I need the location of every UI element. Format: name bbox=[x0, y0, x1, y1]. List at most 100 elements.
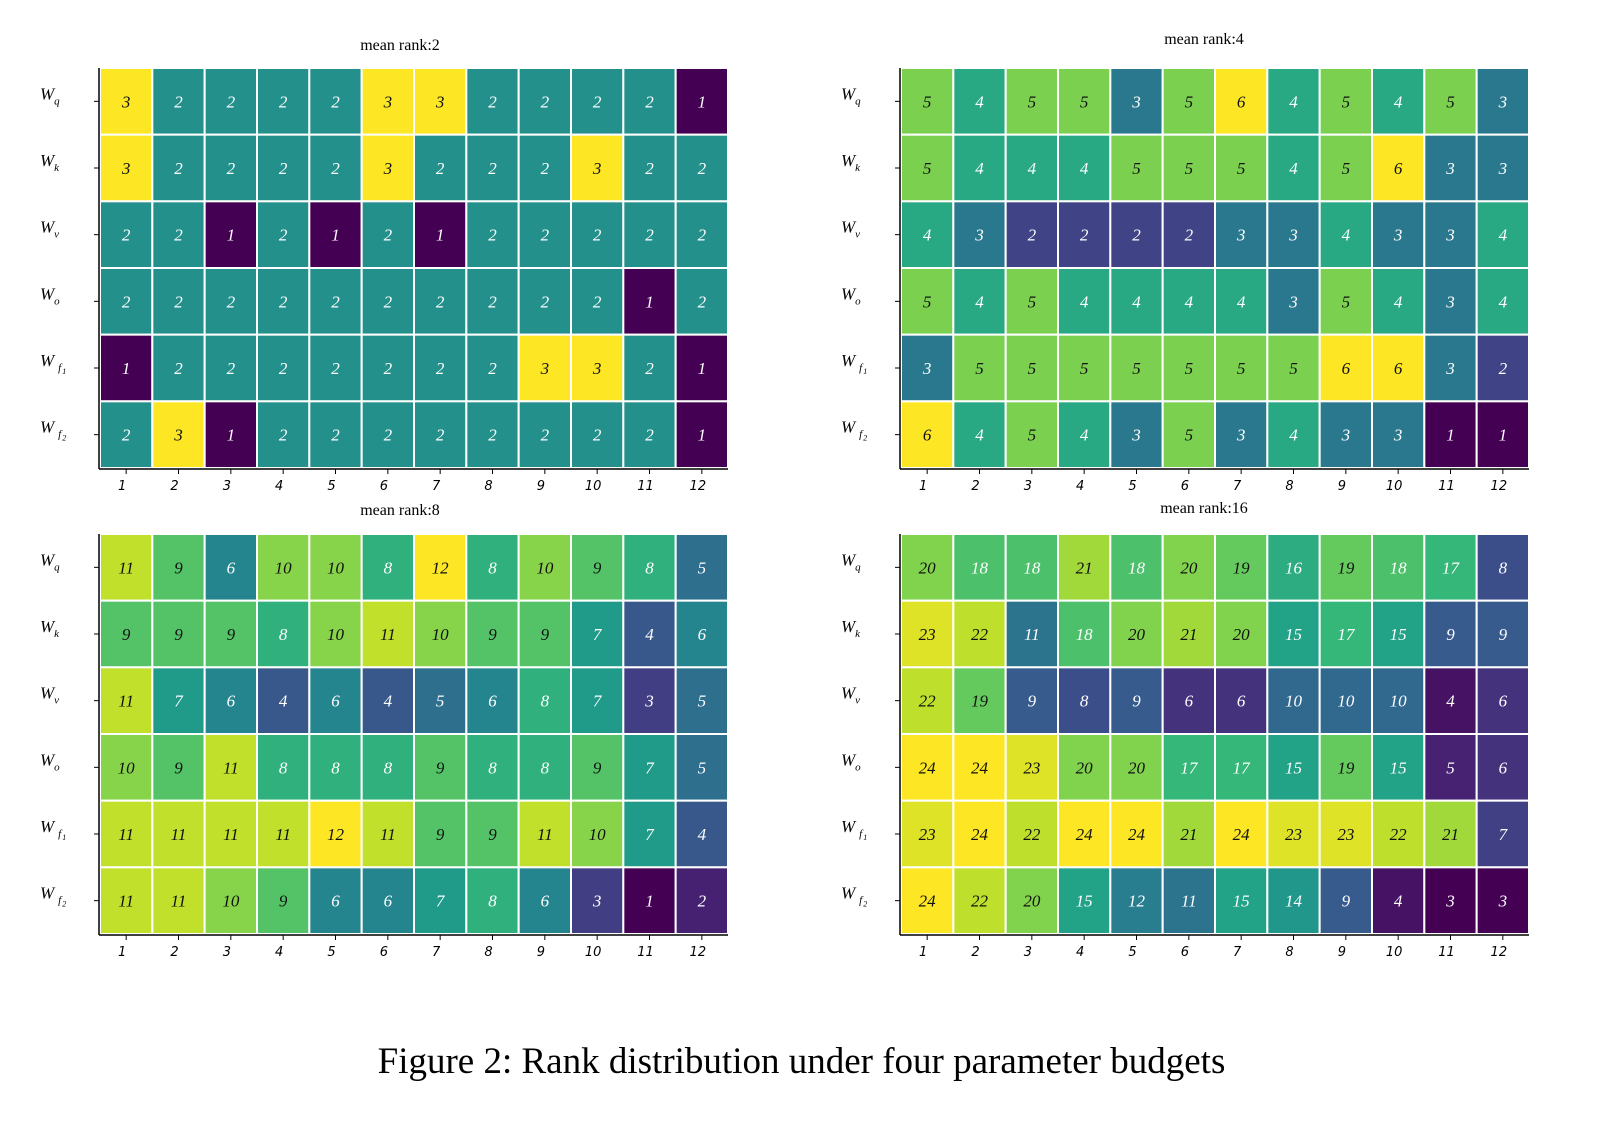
cell-value-label: 9 bbox=[122, 625, 131, 644]
heatmap-cell bbox=[1371, 267, 1426, 336]
heatmap-cell bbox=[360, 400, 415, 470]
heatmap-cell bbox=[360, 67, 415, 136]
heatmap-cell bbox=[203, 866, 259, 935]
x-tick-label: 7 bbox=[432, 945, 441, 960]
heatmap-cell bbox=[465, 400, 520, 470]
cell-value-label: 2 bbox=[488, 426, 497, 445]
cell-value-label: 15 bbox=[1285, 758, 1302, 777]
row-label: Wq bbox=[40, 550, 60, 573]
heatmap-cell bbox=[1057, 866, 1112, 935]
cell-value-label: 4 bbox=[1080, 292, 1089, 311]
heatmap-cell bbox=[1475, 333, 1530, 403]
cell-value-label: 5 bbox=[1080, 359, 1089, 378]
heatmap-cell bbox=[465, 67, 520, 136]
cell-value-label: 1 bbox=[698, 92, 707, 111]
cell-value-label: 4 bbox=[1185, 292, 1194, 311]
cell-value-label: 2 bbox=[1080, 226, 1089, 245]
cell-value-label: 23 bbox=[919, 625, 936, 644]
cell-value-label: 21 bbox=[1180, 625, 1197, 644]
cell-value-label: 23 bbox=[1023, 758, 1040, 777]
heatmap-cell bbox=[465, 599, 520, 669]
heatmap-cell bbox=[952, 599, 1007, 669]
heatmap-panel-mean-rank-2: mean rank:23 2 2 2 2 3 3 2 2 2 2 13 2 2 2 2 3 2 2 2 3 2 22 2 1 2 1… bbox=[40, 37, 730, 494]
x-tick-label: 2 bbox=[971, 479, 979, 494]
cell-value-label: 2 bbox=[698, 292, 707, 311]
heatmap-cell bbox=[1161, 400, 1216, 470]
cell-value-label: 4 bbox=[1394, 892, 1403, 911]
heatmap-cell bbox=[1214, 400, 1269, 470]
cell-value-label: 2 bbox=[122, 292, 131, 311]
cell-value-label: 3 bbox=[1445, 359, 1455, 378]
heatmap-cell bbox=[1214, 333, 1269, 403]
cell-value-label: 10 bbox=[1337, 692, 1355, 711]
cell-value-label: 4 bbox=[975, 292, 984, 311]
row-label: Wq bbox=[841, 550, 861, 573]
heatmap-cell bbox=[1004, 599, 1060, 669]
heatmap-cell bbox=[674, 599, 730, 669]
x-tick-label: 10 bbox=[585, 945, 602, 960]
heatmap-cell bbox=[674, 200, 730, 269]
cell-value-label: 8 bbox=[488, 758, 497, 777]
cell-value-label: 2 bbox=[174, 292, 183, 311]
x-tick-label: 12 bbox=[690, 945, 707, 960]
cell-value-label: 14 bbox=[1285, 892, 1303, 911]
x-tick-label: 1 bbox=[118, 479, 126, 494]
cell-value-label: 2 bbox=[645, 92, 654, 111]
cell-value-label: 11 bbox=[1024, 625, 1040, 644]
cell-value-label: 4 bbox=[1028, 159, 1037, 178]
heatmap-panel-mean-rank-4: mean rank:4 5 4 5 5 3 5 6 4 5 4 5 3 5 4 4 4 5 5 5 4 5 6 3 3 4 3 2 2 2… bbox=[841, 31, 1530, 494]
heatmap-cell bbox=[674, 67, 730, 136]
chart-title: mean rank:4 bbox=[1164, 31, 1244, 48]
heatmap-cell bbox=[308, 133, 363, 203]
cell-value-label: 22 bbox=[1023, 825, 1041, 844]
cell-value-label: 5 bbox=[698, 758, 707, 777]
cell-value-label: 11 bbox=[118, 692, 134, 711]
row-label: Wk bbox=[841, 151, 861, 174]
heatmap-cell bbox=[308, 666, 363, 735]
cell-value-label: 11 bbox=[380, 825, 396, 844]
heatmap-cell bbox=[1109, 333, 1164, 403]
cell-value-label: 10 bbox=[536, 558, 554, 577]
heatmap-cell bbox=[1266, 666, 1321, 735]
cell-value-label: 18 bbox=[1390, 558, 1408, 577]
x-tick-label: 5 bbox=[1128, 479, 1136, 494]
cell-value-label: 4 bbox=[1446, 692, 1455, 711]
heatmap-cell bbox=[952, 533, 1007, 602]
cell-value-label: 4 bbox=[279, 692, 288, 711]
heatmap-cell bbox=[360, 533, 415, 602]
cell-value-label: 1 bbox=[698, 426, 707, 445]
cell-value-label: 2 bbox=[279, 292, 288, 311]
cell-value-label: 4 bbox=[1499, 292, 1508, 311]
cell-value-label: 7 bbox=[593, 692, 603, 711]
heatmap-cell bbox=[1214, 799, 1269, 869]
cell-value-label: 5 bbox=[1342, 159, 1351, 178]
heatmap-cell bbox=[1057, 67, 1112, 136]
x-tick-label: 10 bbox=[585, 479, 602, 494]
cell-value-label: 2 bbox=[122, 426, 131, 445]
heatmap-cell bbox=[1475, 267, 1530, 336]
cell-value-label: 4 bbox=[1394, 292, 1403, 311]
cell-value-label: 2 bbox=[541, 226, 550, 245]
heatmap-cell bbox=[1004, 400, 1060, 470]
x-tick-label: 11 bbox=[1438, 945, 1455, 960]
cell-value-label: 5 bbox=[923, 159, 932, 178]
cell-value-label: 2 bbox=[279, 359, 288, 378]
cell-value-label: 10 bbox=[589, 825, 607, 844]
cell-value-label: 2 bbox=[645, 159, 654, 178]
x-tick-label: 4 bbox=[1076, 479, 1084, 494]
cell-value-label: 6 bbox=[1342, 359, 1351, 378]
heatmap-cell bbox=[1057, 733, 1112, 802]
cell-value-label: 2 bbox=[593, 226, 602, 245]
cell-value-label: 22 bbox=[971, 892, 989, 911]
heatmap-cell bbox=[900, 133, 955, 203]
cell-value-label: 3 bbox=[383, 92, 393, 111]
cell-value-label: 2 bbox=[1185, 226, 1194, 245]
heatmap-cell bbox=[1057, 533, 1112, 602]
heatmap-cell bbox=[1161, 67, 1216, 136]
cell-value-label: 3 bbox=[1288, 226, 1298, 245]
cell-value-label: 2 bbox=[436, 292, 445, 311]
x-tick-label: 8 bbox=[1285, 479, 1293, 494]
row-label: Wq bbox=[841, 84, 861, 107]
